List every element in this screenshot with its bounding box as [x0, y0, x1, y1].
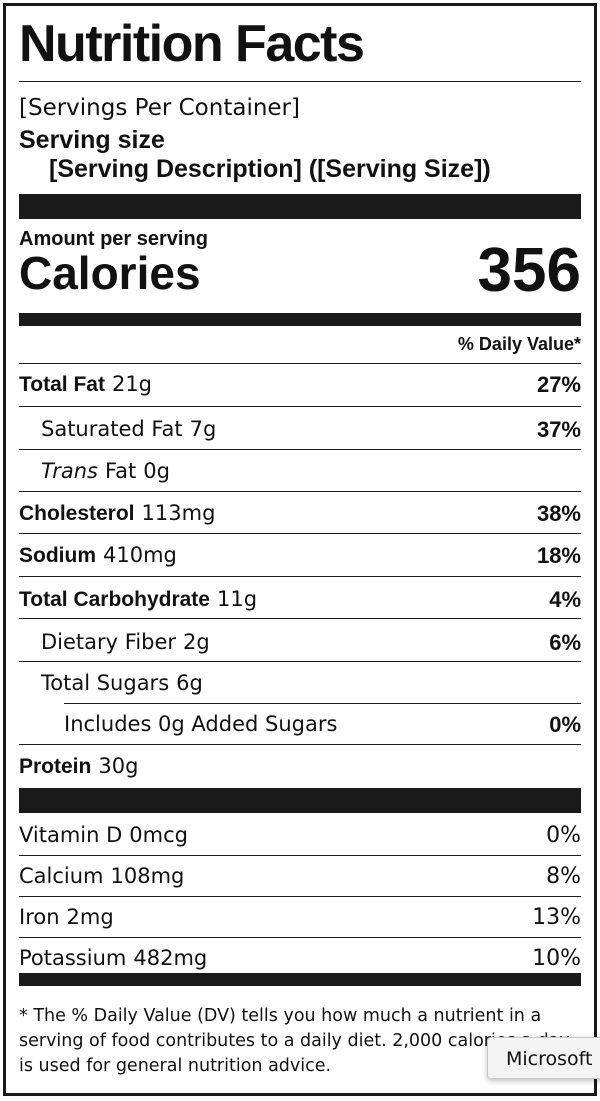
- vitamin-daily-value: 13%: [532, 905, 581, 930]
- serving-description: [Serving Description] ([Serving Size]): [49, 155, 491, 183]
- nutrient-amount: 6g: [176, 671, 203, 695]
- nutrient-daily-value: 38%: [536, 501, 581, 526]
- vitamin-amount: 2mg: [66, 905, 114, 929]
- nutrient-name: Protein: [19, 755, 92, 778]
- nutrient-row-cholesterol: Cholesterol 113mg 38%: [19, 493, 581, 534]
- divider: [19, 449, 581, 450]
- medium-divider: [19, 313, 581, 326]
- nutrient-name: Includes 0g Added Sugars: [64, 712, 338, 736]
- nutrient-amount: 410mg: [103, 543, 177, 567]
- nutrient-daily-value: 6%: [549, 630, 581, 655]
- nutrient-name-italic: Trans: [41, 459, 98, 483]
- divider: [64, 703, 581, 704]
- nutrient-daily-value: 4%: [549, 587, 581, 612]
- vitamin-row-iron: Iron 2mg 13%: [19, 897, 581, 938]
- vitamin-amount: 482mg: [133, 946, 208, 970]
- nutrient-daily-value: 0%: [549, 712, 581, 737]
- nutrient-daily-value: 27%: [536, 372, 581, 397]
- nutrition-facts-label: Nutrition Facts [Servings Per Container]…: [3, 3, 597, 1096]
- divider: [19, 618, 581, 619]
- divider: [19, 661, 581, 662]
- vitamin-name: Iron: [19, 905, 60, 929]
- nutrient-amount: 11g: [216, 587, 258, 611]
- divider: [19, 744, 581, 745]
- thick-divider: [19, 194, 581, 219]
- divider: [19, 896, 581, 897]
- nutrient-row-sodium: Sodium 410mg 18%: [19, 535, 581, 576]
- nutrient-amount: 113mg: [141, 501, 216, 525]
- nutrient-name: Total Fat: [19, 373, 105, 396]
- divider: [19, 491, 581, 492]
- vitamin-amount: 0mcg: [129, 823, 188, 847]
- nutrient-row-trans-fat: Trans Fat 0g: [19, 451, 581, 492]
- vitamin-daily-value: 8%: [546, 864, 581, 889]
- calories-label: Calories: [19, 247, 201, 299]
- nutrient-amount: 21g: [111, 372, 153, 396]
- calories-value: 356: [477, 236, 581, 305]
- label-title: Nutrition Facts: [19, 15, 365, 73]
- nutrient-row-dietary-fiber: Dietary Fiber 2g 6%: [19, 622, 581, 663]
- nutrient-name: Fat: [104, 459, 137, 483]
- divider: [19, 363, 581, 364]
- divider: [19, 81, 581, 82]
- divider: [19, 855, 581, 856]
- divider: [19, 406, 581, 407]
- serving-size-label: Serving size: [19, 126, 165, 154]
- nutrient-daily-value: 37%: [536, 417, 581, 442]
- divider: [19, 576, 581, 577]
- nutrient-daily-value: 18%: [536, 543, 581, 568]
- nutrient-name: Total Sugars: [41, 671, 170, 695]
- nutrient-amount: 2g: [183, 630, 210, 654]
- vitamin-row-potassium: Potassium 482mg 10%: [19, 938, 581, 979]
- nutrient-row-total-sugars: Total Sugars 6g: [19, 663, 581, 704]
- amount-per-serving-label: Amount per serving: [19, 228, 208, 250]
- vitamin-name: Calcium: [19, 864, 104, 888]
- divider: [19, 533, 581, 534]
- vitamin-name: Potassium: [19, 946, 127, 970]
- thick-divider: [19, 788, 581, 813]
- medium-divider: [19, 973, 581, 986]
- vitamin-row-calcium: Calcium 108mg 8%: [19, 856, 581, 897]
- nutrient-row-total-fat: Total Fat 21g 27%: [19, 364, 581, 405]
- vitamin-daily-value: 10%: [532, 946, 581, 971]
- nutrient-name: Total Carbohydrate: [19, 588, 210, 611]
- nutrient-name: Saturated Fat: [41, 417, 183, 441]
- nutrient-row-added-sugars: Includes 0g Added Sugars 0%: [19, 704, 581, 745]
- daily-value-footnote: * The % Daily Value (DV) tells you how m…: [19, 1006, 570, 1076]
- vitamin-daily-value: 0%: [546, 823, 581, 848]
- daily-value-header: % Daily Value*: [457, 334, 581, 354]
- nutrient-row-total-carbohydrate: Total Carbohydrate 11g 4%: [19, 579, 581, 620]
- vitamin-row-vitamin-d: Vitamin D 0mcg 0%: [19, 815, 581, 856]
- nutrient-row-saturated-fat: Saturated Fat 7g 37%: [19, 409, 581, 450]
- vitamin-name: Vitamin D: [19, 823, 123, 847]
- nutrient-name: Cholesterol: [19, 502, 135, 525]
- nutrient-amount: 7g: [189, 417, 217, 441]
- nutrient-amount: 30g: [98, 754, 139, 778]
- servings-per-container: [Servings Per Container]: [19, 95, 300, 121]
- nutrient-name: Dietary Fiber: [41, 630, 177, 654]
- nutrient-amount: 0g: [143, 459, 170, 483]
- nutrient-row-protein: Protein 30g: [19, 746, 581, 787]
- microsoft-tooltip[interactable]: Microsoft: [487, 1037, 600, 1079]
- nutrient-name: Sodium: [19, 544, 96, 567]
- divider: [19, 937, 581, 938]
- vitamin-amount: 108mg: [110, 864, 185, 888]
